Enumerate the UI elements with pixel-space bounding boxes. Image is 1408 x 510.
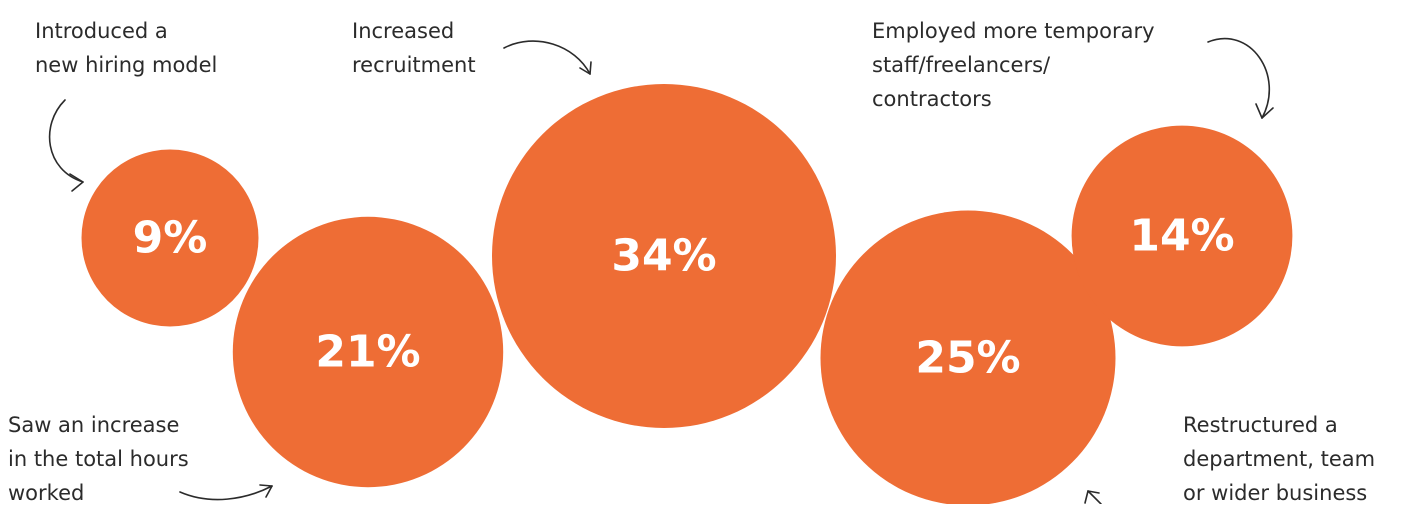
label-line: in the total hours bbox=[8, 447, 189, 471]
arrows-layer bbox=[48, 37, 1274, 504]
label-line: Employed more temporary bbox=[872, 19, 1155, 43]
label-restructured: Restructured a department, team or wider… bbox=[1183, 408, 1375, 510]
label-line: contractors bbox=[872, 87, 992, 111]
label-line: new hiring model bbox=[35, 53, 218, 77]
label-line: worked bbox=[8, 481, 85, 505]
label-line: recruitment bbox=[352, 53, 476, 77]
arrowhead-restructured bbox=[1084, 490, 1100, 504]
values-layer: 9% 21% 34% 25% 14% bbox=[133, 211, 1235, 384]
arrowhead-recruitment bbox=[579, 61, 592, 75]
value-temporary-staff: 14% bbox=[1129, 211, 1234, 262]
label-line: staff/freelancers/ bbox=[872, 53, 1051, 77]
arrowhead-temporary-staff bbox=[1255, 103, 1274, 119]
arrow-total-hours bbox=[179, 485, 273, 501]
bubbles-layer bbox=[81, 84, 1293, 504]
label-line: or wider business bbox=[1183, 481, 1368, 505]
value-recruitment: 34% bbox=[611, 231, 716, 282]
bubble-temporary-staff bbox=[1071, 125, 1293, 347]
value-total-hours: 21% bbox=[315, 327, 420, 378]
bubble-hiring-model bbox=[81, 149, 259, 327]
bubble-total-hours bbox=[232, 216, 504, 488]
label-line: department, team bbox=[1183, 447, 1376, 471]
label-line: Introduced a bbox=[35, 19, 168, 43]
label-line: Restructured a bbox=[1183, 413, 1338, 437]
label-total-hours: Saw an increase in the total hours worke… bbox=[8, 408, 189, 510]
label-hiring-model: Introduced a new hiring model bbox=[35, 14, 217, 82]
bubble-recruitment bbox=[492, 84, 836, 428]
label-recruitment: Increased recruitment bbox=[352, 14, 476, 82]
arrow-recruitment bbox=[503, 40, 591, 75]
label-line: Saw an increase bbox=[8, 413, 180, 437]
label-line: Increased bbox=[352, 19, 455, 43]
arrow-hiring-model bbox=[48, 99, 84, 183]
arrow-restructured bbox=[1087, 490, 1102, 504]
arrow-temporary-staff bbox=[1207, 37, 1271, 119]
bubble-restructured bbox=[820, 210, 1116, 504]
value-hiring-model: 9% bbox=[133, 213, 208, 264]
label-temporary-staff: Employed more temporary staff/freelancer… bbox=[872, 14, 1155, 116]
value-restructured: 25% bbox=[915, 333, 1020, 384]
arrowhead-hiring-model bbox=[69, 173, 84, 192]
arrowhead-total-hours bbox=[259, 484, 273, 498]
